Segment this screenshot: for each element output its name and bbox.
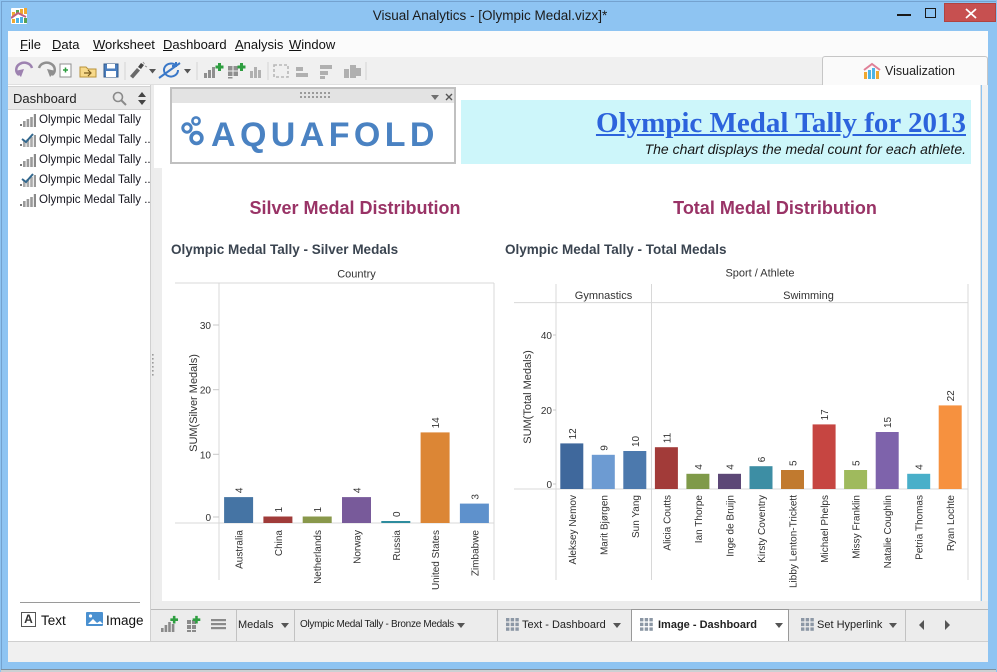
svg-text:0: 0 bbox=[392, 511, 403, 517]
svg-text:Kirsty Coventry: Kirsty Coventry bbox=[757, 495, 768, 563]
svg-text:Gymnastics: Gymnastics bbox=[575, 290, 633, 302]
svg-text:Australia: Australia bbox=[235, 530, 246, 569]
svg-text:Netherlands: Netherlands bbox=[313, 530, 324, 584]
svg-text:5: 5 bbox=[789, 460, 800, 466]
svg-text:30: 30 bbox=[200, 321, 212, 332]
svg-text:4: 4 bbox=[353, 487, 364, 493]
svg-text:10: 10 bbox=[631, 435, 642, 447]
svg-text:Ian Thorpe: Ian Thorpe bbox=[694, 495, 705, 544]
svg-text:20: 20 bbox=[200, 386, 212, 397]
svg-text:Marit Bjørgen: Marit Bjørgen bbox=[599, 495, 610, 555]
svg-text:14: 14 bbox=[431, 417, 442, 429]
svg-text:17: 17 bbox=[820, 409, 831, 421]
svg-text:40: 40 bbox=[541, 331, 553, 342]
svg-text:Alicia Coutts: Alicia Coutts bbox=[662, 495, 673, 551]
svg-text:1: 1 bbox=[274, 507, 285, 513]
svg-text:Michael Phelps: Michael Phelps bbox=[820, 495, 831, 563]
svg-text:1: 1 bbox=[313, 507, 324, 513]
svg-text:15: 15 bbox=[883, 416, 894, 428]
svg-text:3: 3 bbox=[470, 494, 481, 500]
svg-text:SUM(Total Medals): SUM(Total Medals) bbox=[522, 350, 534, 444]
svg-text:Zimbabwe: Zimbabwe bbox=[470, 530, 481, 577]
svg-text:4: 4 bbox=[915, 464, 926, 470]
svg-text:United States: United States bbox=[431, 530, 442, 590]
svg-text:4: 4 bbox=[726, 464, 737, 470]
svg-text:6: 6 bbox=[757, 456, 768, 462]
svg-text:Inge de Bruijn: Inge de Bruijn bbox=[726, 495, 737, 557]
svg-text:5: 5 bbox=[852, 460, 863, 466]
svg-text:Sport / Athlete: Sport / Athlete bbox=[725, 268, 794, 280]
svg-text:Petria Thomas: Petria Thomas bbox=[915, 495, 926, 560]
svg-text:12: 12 bbox=[568, 428, 579, 440]
svg-text:Russia: Russia bbox=[392, 530, 403, 561]
svg-text:Ryan Lochte: Ryan Lochte bbox=[946, 495, 957, 552]
svg-text:Norway: Norway bbox=[353, 530, 364, 564]
svg-text:Natalie Coughlin: Natalie Coughlin bbox=[883, 495, 894, 568]
svg-text:0: 0 bbox=[205, 513, 211, 524]
svg-text:0: 0 bbox=[546, 480, 552, 491]
svg-text:20: 20 bbox=[541, 406, 553, 417]
svg-text:4: 4 bbox=[235, 487, 246, 493]
svg-text:China: China bbox=[274, 530, 285, 557]
svg-text:Missy Franklin: Missy Franklin bbox=[852, 495, 863, 559]
svg-text:Country: Country bbox=[337, 269, 376, 281]
svg-text:10: 10 bbox=[200, 450, 212, 461]
svg-text:SUM(Silver Medals): SUM(Silver Medals) bbox=[188, 354, 200, 452]
svg-text:Libby Lenton-Trickett: Libby Lenton-Trickett bbox=[789, 495, 800, 588]
svg-text:Aleksey Nemov: Aleksey Nemov bbox=[568, 495, 579, 564]
svg-text:11: 11 bbox=[662, 432, 673, 443]
svg-text:Swimming: Swimming bbox=[783, 290, 834, 302]
svg-text:Sun Yang: Sun Yang bbox=[631, 495, 642, 538]
svg-text:4: 4 bbox=[694, 464, 705, 470]
svg-text:9: 9 bbox=[599, 445, 610, 451]
svg-text:22: 22 bbox=[946, 390, 957, 402]
